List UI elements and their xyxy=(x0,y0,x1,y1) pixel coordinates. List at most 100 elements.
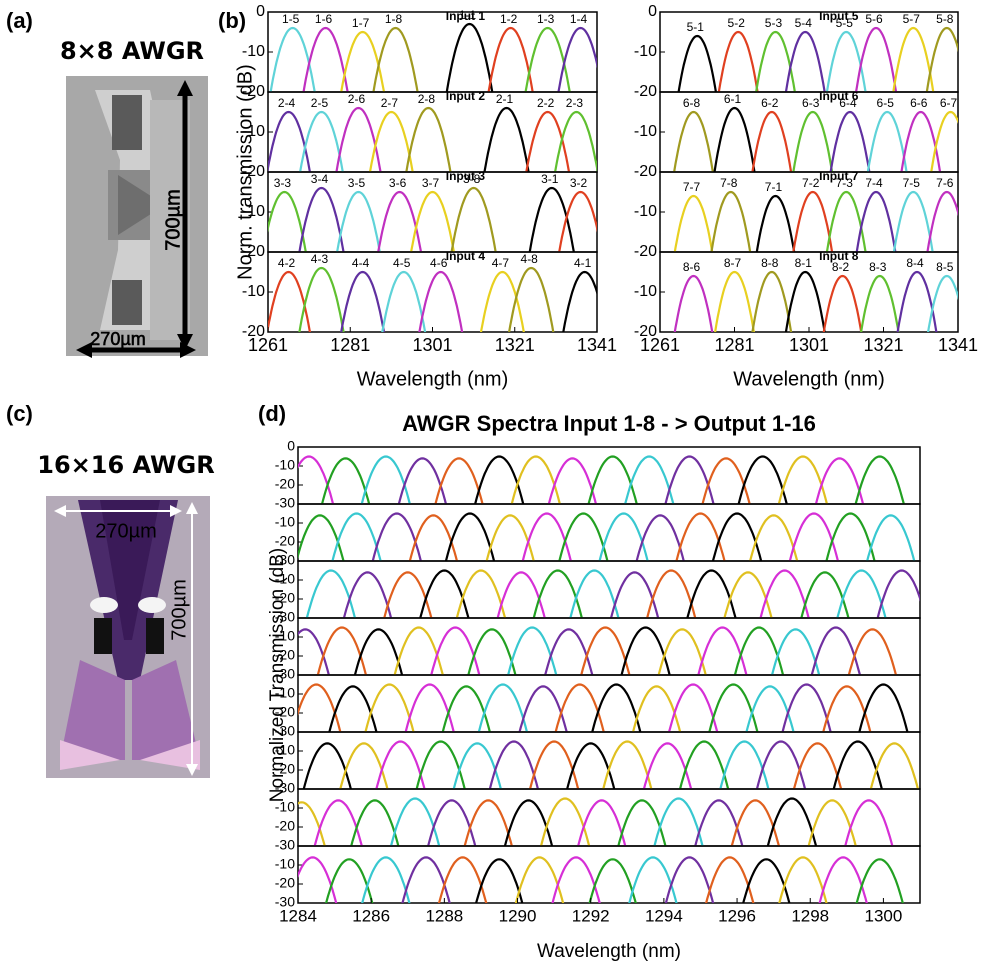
spectrum-peak xyxy=(320,457,371,504)
spectrum-peak xyxy=(532,569,583,618)
length-label: 700µm xyxy=(162,189,184,251)
spectrum-peak xyxy=(528,740,580,789)
spectrum-peak xyxy=(701,457,751,504)
spectrum-peak xyxy=(566,742,616,789)
channel-label: 2-4 xyxy=(278,96,296,110)
spectrum-peak xyxy=(620,626,671,675)
spectrum-peak xyxy=(361,856,411,903)
spectrum-peak xyxy=(800,571,850,618)
spectrum-peak xyxy=(675,512,726,561)
y-tick-label: -20 xyxy=(275,818,295,834)
axes-frame xyxy=(297,845,921,904)
y-tick-label: -20 xyxy=(275,533,295,549)
y-tick-label: -10 xyxy=(275,571,295,587)
spectrum-peak xyxy=(678,740,730,789)
x-axis-label: Wavelength (nm) xyxy=(357,368,509,390)
channel-label: 4-3 xyxy=(311,252,329,266)
y-tick-label: -10 xyxy=(275,742,295,758)
channel-label: 5-1 xyxy=(687,20,705,34)
axes-frame xyxy=(297,788,921,847)
channel-label: 5-2 xyxy=(728,16,746,30)
micrograph-16x16 xyxy=(46,496,210,778)
channel-label: 5-6 xyxy=(865,12,883,26)
channel-label: 6-8 xyxy=(683,96,701,110)
channel-label: 6-7 xyxy=(940,96,958,110)
spectrum-peak xyxy=(869,742,920,789)
channel-label: 2-6 xyxy=(348,92,366,106)
channel-label: 3-1 xyxy=(541,172,559,186)
panel-label: (a) xyxy=(6,8,33,33)
chart-title: AWGR Spectra Input 1-8 - > Output 1-16 xyxy=(402,411,816,436)
y-tick-label: 0 xyxy=(256,3,265,20)
channel-label: 4-6 xyxy=(430,256,448,270)
spectrum-peak xyxy=(609,571,660,618)
spectrum-peak xyxy=(393,626,444,675)
channel-label: 3-8 xyxy=(463,172,481,186)
spectrum-peak xyxy=(858,683,909,732)
x-tick-label: 1301 xyxy=(412,335,452,355)
spectrum-peak xyxy=(418,270,464,332)
spectrum-peak xyxy=(316,626,368,675)
y-tick-label: -30 xyxy=(275,894,295,910)
spectrum-peak xyxy=(854,455,905,504)
spectrum-peak xyxy=(673,110,714,172)
channel-label: 3-6 xyxy=(389,176,407,190)
spectrum-peak xyxy=(925,26,958,92)
y-tick-label: -20 xyxy=(634,243,657,260)
y-tick-label: -10 xyxy=(634,123,657,140)
spectrum-peak xyxy=(836,569,887,618)
y-tick-label: -30 xyxy=(275,495,295,511)
y-tick-label: -20 xyxy=(275,704,295,720)
x-tick-label: 1341 xyxy=(577,335,617,355)
spectrum-peak xyxy=(818,856,868,903)
channel-label: 1-6 xyxy=(315,12,333,26)
x-tick-label: 1286 xyxy=(352,906,390,925)
axes-frame xyxy=(297,674,921,733)
spectrum-peak xyxy=(475,858,524,903)
panel-title: Input 8 xyxy=(819,249,859,263)
spectrum-peak xyxy=(434,457,484,504)
spectrum-peak xyxy=(328,685,378,732)
spectrum-peak xyxy=(415,740,466,789)
x-tick-label: 1281 xyxy=(714,335,754,355)
channel-label: 1-7 xyxy=(352,16,370,30)
spectrum-peak xyxy=(268,270,312,332)
spectrum-peak xyxy=(298,266,345,332)
spectrum-peak xyxy=(375,740,426,789)
spectrum-peak xyxy=(667,683,719,732)
spectrum-peak xyxy=(788,512,840,561)
spectrum-peak xyxy=(444,512,496,561)
y-tick-label: -20 xyxy=(275,590,295,606)
spectrum-peak xyxy=(892,190,934,252)
spectrum-peak xyxy=(587,455,638,504)
panel-label: (c) xyxy=(6,401,33,426)
x-tick-label: 1294 xyxy=(645,906,683,925)
y-tick-label: -20 xyxy=(275,761,295,777)
spectrum-peak xyxy=(342,571,393,618)
spectrum-peak xyxy=(305,569,357,618)
spectrum-peak xyxy=(441,685,491,732)
spectrum-peak xyxy=(381,270,427,332)
spectrum-peak xyxy=(713,106,756,172)
x-tick-label: 1296 xyxy=(718,906,756,925)
y-tick-label: -20 xyxy=(242,323,265,340)
spectrum-peak xyxy=(298,186,345,252)
spectrum-peak xyxy=(302,26,349,92)
channel-label: 6-3 xyxy=(802,96,820,110)
spectrum-peak xyxy=(298,455,335,504)
y-tick-label: -10 xyxy=(242,283,265,300)
y-tick-label: -10 xyxy=(275,685,295,701)
spectrum-peak xyxy=(876,569,920,618)
spectrum-peak xyxy=(781,683,832,732)
channel-label: 1-4 xyxy=(570,12,588,26)
y-tick-label: -30 xyxy=(275,723,295,739)
spectrum-peak xyxy=(673,274,714,332)
spectrum-peak xyxy=(299,110,344,172)
y-tick-label: -20 xyxy=(634,163,657,180)
spectrum-peak xyxy=(325,858,374,903)
channel-label: 4-5 xyxy=(393,256,411,270)
spectrum-peak xyxy=(331,512,382,561)
spectrum-peak xyxy=(389,797,441,846)
x-tick-label: 1261 xyxy=(248,335,288,355)
channel-label: 2-3 xyxy=(566,96,584,110)
